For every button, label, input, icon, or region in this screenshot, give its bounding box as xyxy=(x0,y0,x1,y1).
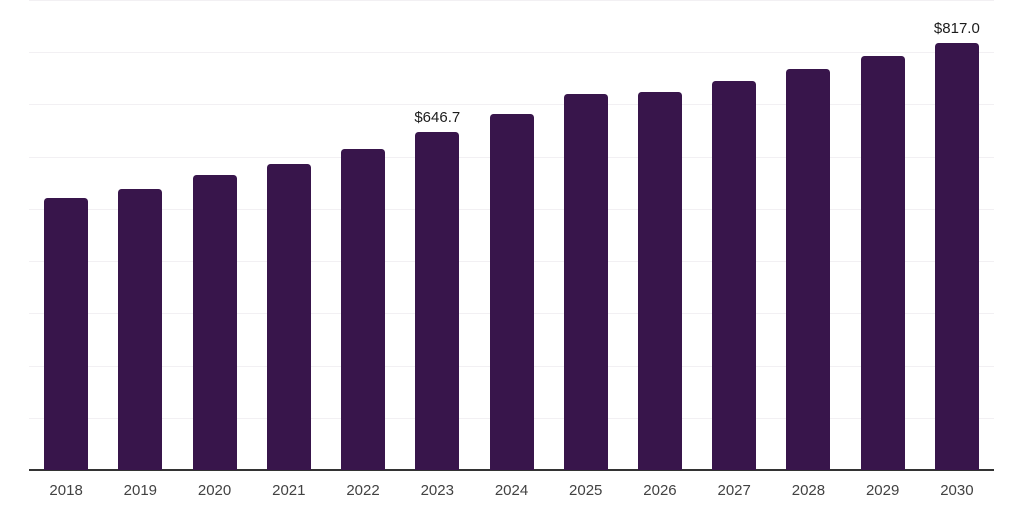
x-tick-label-2030: 2030 xyxy=(940,482,974,499)
bar-2029 xyxy=(860,55,905,470)
plot-area: $646.7 $817.0 xyxy=(29,0,994,471)
gridline-800 xyxy=(29,52,994,54)
x-tick-label-2022: 2022 xyxy=(346,482,380,499)
bar-2020 xyxy=(192,175,237,470)
x-tick-label-2027: 2027 xyxy=(717,482,751,499)
x-tick-label-2025: 2025 xyxy=(569,482,603,499)
bar-2021 xyxy=(266,163,311,470)
x-tick-label-2024: 2024 xyxy=(494,482,529,499)
bar-2023 xyxy=(415,132,460,470)
gridline-700 xyxy=(29,104,994,106)
gridline-900 xyxy=(29,0,994,1)
bar-2030 xyxy=(934,43,979,470)
bar-2022 xyxy=(341,148,386,470)
x-tick-label-2021: 2021 xyxy=(272,482,306,499)
x-tick-label-2029: 2029 xyxy=(865,482,900,499)
x-tick-label-2026: 2026 xyxy=(643,482,677,499)
x-tick-label-2028: 2028 xyxy=(791,482,826,499)
bar-2028 xyxy=(786,69,831,470)
x-tick-label-2019: 2019 xyxy=(123,482,158,499)
x-tick-label-2020: 2020 xyxy=(197,482,232,499)
bar-2018 xyxy=(44,198,89,470)
bar-2025 xyxy=(563,94,608,470)
value-label-2023: $646.7 xyxy=(414,109,461,127)
x-axis-labels: 2018 2019 2020 2021 2022 2023 2024 2025 2026 2027… xyxy=(29,482,994,504)
value-label-2030: $817.0 xyxy=(933,20,980,38)
bar-2026 xyxy=(637,92,682,470)
x-tick-label-2018: 2018 xyxy=(49,482,83,499)
bar-2027 xyxy=(712,81,757,470)
x-tick-label-2023: 2023 xyxy=(420,482,454,499)
bar-2024 xyxy=(489,113,534,470)
bar-2019 xyxy=(118,188,163,470)
